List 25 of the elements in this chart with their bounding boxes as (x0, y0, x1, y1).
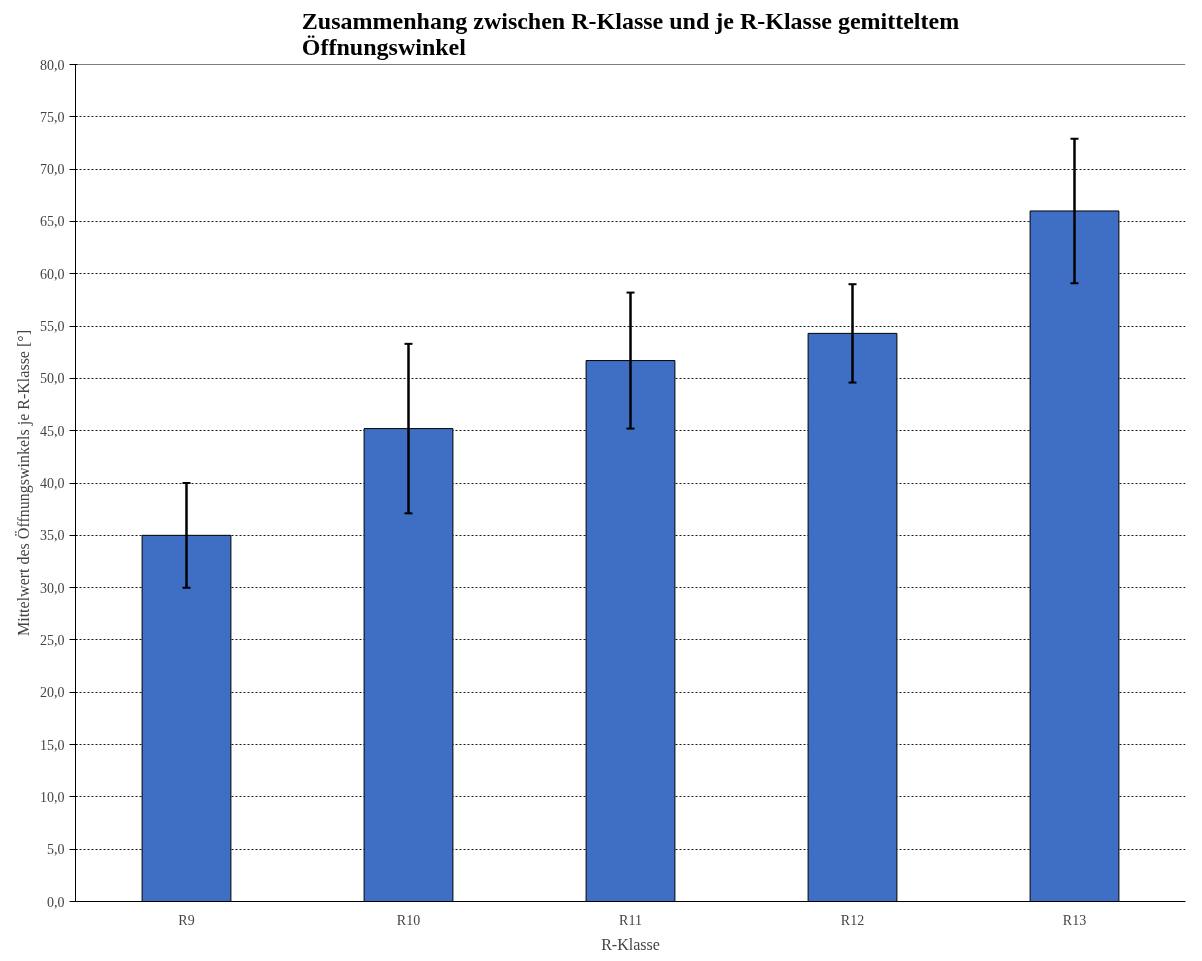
y-tick-label: 5,0 (47, 842, 65, 858)
y-tick-label: 65,0 (40, 214, 65, 230)
y-tick-label: 0,0 (47, 894, 65, 910)
y-tick-label: 10,0 (40, 789, 65, 805)
y-tick-label: 25,0 (40, 632, 65, 648)
x-tick-label: R12 (840, 912, 865, 928)
y-tick-label: 55,0 (40, 319, 65, 335)
y-axis-title: Mittelwert des Öffnungswinkels je R-Klasse [°] (15, 329, 33, 637)
x-tick-label: R10 (396, 912, 421, 928)
y-tick-label: 45,0 (40, 423, 65, 439)
y-tick-label: 75,0 (40, 109, 65, 125)
x-tick-label: R11 (619, 912, 642, 928)
y-tick-label: 35,0 (40, 528, 65, 544)
y-tick-label: 70,0 (40, 162, 65, 178)
x-tick-label: R9 (178, 912, 195, 928)
x-axis-title: R-Klasse (601, 935, 660, 953)
y-tick-label: 20,0 (40, 685, 65, 701)
x-tick-label: R13 (1062, 912, 1087, 928)
y-tick-label: 80,0 (40, 57, 65, 73)
chart-title: Zusammenhang zwischen R-Klasse und je R-Klasse gemitteltem Öffnungswinkel (301, 7, 960, 60)
y-tick-label: 50,0 (40, 371, 65, 387)
y-tick-label: 60,0 (40, 266, 65, 282)
y-tick-label: 40,0 (40, 476, 65, 491)
y-tick-label: 30,0 (40, 580, 65, 596)
y-tick-label: 15,0 (40, 737, 65, 753)
